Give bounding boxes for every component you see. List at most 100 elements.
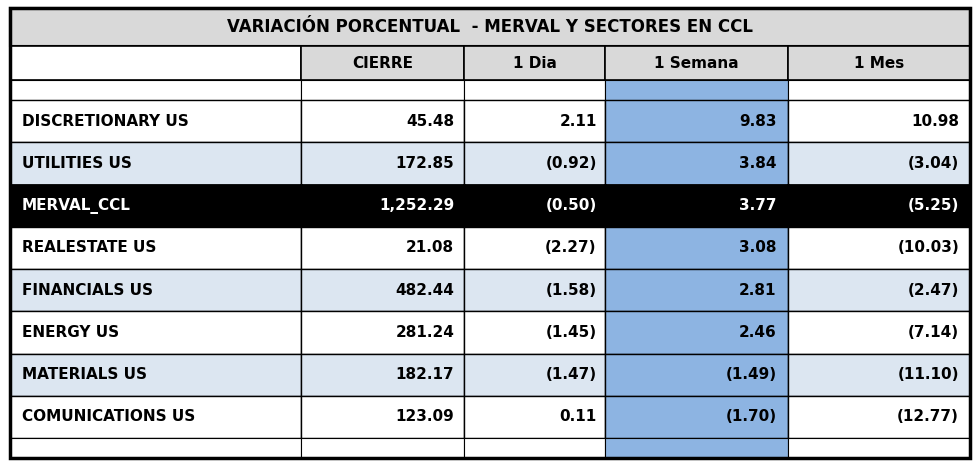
- Text: 2.81: 2.81: [739, 282, 776, 298]
- Bar: [605, 80, 788, 100]
- Bar: [301, 311, 464, 354]
- Text: 3.84: 3.84: [739, 156, 776, 171]
- Text: REALESTATE US: REALESTATE US: [22, 240, 156, 255]
- Text: (7.14): (7.14): [907, 325, 959, 340]
- Bar: [10, 80, 301, 100]
- Text: 3.77: 3.77: [739, 198, 776, 213]
- Text: 3.08: 3.08: [739, 240, 776, 255]
- Text: (1.45): (1.45): [546, 325, 597, 340]
- Bar: [464, 80, 605, 100]
- Text: CIERRE: CIERRE: [352, 55, 413, 70]
- Text: (0.92): (0.92): [545, 156, 597, 171]
- Text: (1.49): (1.49): [725, 367, 776, 382]
- Text: 281.24: 281.24: [395, 325, 454, 340]
- Bar: [464, 438, 605, 458]
- Bar: [788, 396, 970, 438]
- Text: (5.25): (5.25): [907, 198, 959, 213]
- Bar: [10, 438, 301, 458]
- Bar: [464, 354, 605, 396]
- Text: (1.70): (1.70): [725, 409, 776, 425]
- Text: 9.83: 9.83: [739, 114, 776, 129]
- Bar: [301, 100, 464, 142]
- Bar: [301, 269, 464, 311]
- Bar: [605, 311, 788, 354]
- Bar: [605, 185, 788, 227]
- Bar: [301, 354, 464, 396]
- Text: MATERIALS US: MATERIALS US: [22, 367, 147, 382]
- Text: (1.58): (1.58): [546, 282, 597, 298]
- Bar: [10, 185, 301, 227]
- Text: FINANCIALS US: FINANCIALS US: [22, 282, 153, 298]
- Text: 10.98: 10.98: [911, 114, 959, 129]
- Text: (11.10): (11.10): [898, 367, 959, 382]
- Text: (1.47): (1.47): [546, 367, 597, 382]
- Text: 21.08: 21.08: [406, 240, 454, 255]
- Bar: [301, 185, 464, 227]
- Text: 482.44: 482.44: [395, 282, 454, 298]
- Bar: [605, 354, 788, 396]
- Bar: [301, 80, 464, 100]
- Text: (10.03): (10.03): [898, 240, 959, 255]
- Bar: [10, 46, 301, 80]
- Text: 123.09: 123.09: [395, 409, 454, 425]
- Bar: [788, 311, 970, 354]
- Bar: [605, 438, 788, 458]
- Bar: [10, 311, 301, 354]
- Text: MERVAL_CCL: MERVAL_CCL: [22, 198, 130, 213]
- Bar: [788, 142, 970, 185]
- Bar: [605, 100, 788, 142]
- Text: (3.04): (3.04): [907, 156, 959, 171]
- Bar: [464, 142, 605, 185]
- Bar: [301, 438, 464, 458]
- Text: VARIACIÓN PORCENTUAL  - MERVAL Y SECTORES EN CCL: VARIACIÓN PORCENTUAL - MERVAL Y SECTORES…: [227, 18, 753, 36]
- Text: ENERGY US: ENERGY US: [22, 325, 119, 340]
- Bar: [788, 354, 970, 396]
- Bar: [464, 269, 605, 311]
- Bar: [464, 185, 605, 227]
- Text: 172.85: 172.85: [395, 156, 454, 171]
- Bar: [788, 227, 970, 269]
- Bar: [464, 227, 605, 269]
- Bar: [301, 142, 464, 185]
- Bar: [788, 80, 970, 100]
- Bar: [10, 269, 301, 311]
- Text: 45.48: 45.48: [406, 114, 454, 129]
- Text: UTILITIES US: UTILITIES US: [22, 156, 131, 171]
- Text: 1 Mes: 1 Mes: [854, 55, 904, 70]
- Bar: [605, 269, 788, 311]
- Text: (0.50): (0.50): [546, 198, 597, 213]
- Bar: [605, 227, 788, 269]
- Text: 1 Semana: 1 Semana: [654, 55, 739, 70]
- Bar: [788, 438, 970, 458]
- Bar: [788, 269, 970, 311]
- Bar: [788, 46, 970, 80]
- Bar: [464, 311, 605, 354]
- Bar: [464, 100, 605, 142]
- Bar: [788, 185, 970, 227]
- Text: 2.11: 2.11: [560, 114, 597, 129]
- Bar: [10, 227, 301, 269]
- Text: (2.47): (2.47): [907, 282, 959, 298]
- Text: (12.77): (12.77): [897, 409, 959, 425]
- Text: 2.46: 2.46: [739, 325, 776, 340]
- Text: 1 Dia: 1 Dia: [513, 55, 557, 70]
- Bar: [10, 354, 301, 396]
- Text: DISCRETIONARY US: DISCRETIONARY US: [22, 114, 188, 129]
- Text: (2.27): (2.27): [545, 240, 597, 255]
- Bar: [10, 142, 301, 185]
- Bar: [301, 396, 464, 438]
- Bar: [788, 100, 970, 142]
- Bar: [464, 396, 605, 438]
- Bar: [10, 396, 301, 438]
- Text: 0.11: 0.11: [560, 409, 597, 425]
- Bar: [10, 100, 301, 142]
- Bar: [605, 396, 788, 438]
- Bar: [605, 142, 788, 185]
- Bar: [464, 46, 605, 80]
- Bar: [605, 46, 788, 80]
- Text: 182.17: 182.17: [396, 367, 454, 382]
- Bar: [301, 46, 464, 80]
- Text: 1,252.29: 1,252.29: [379, 198, 454, 213]
- Bar: [10, 8, 970, 46]
- Bar: [301, 227, 464, 269]
